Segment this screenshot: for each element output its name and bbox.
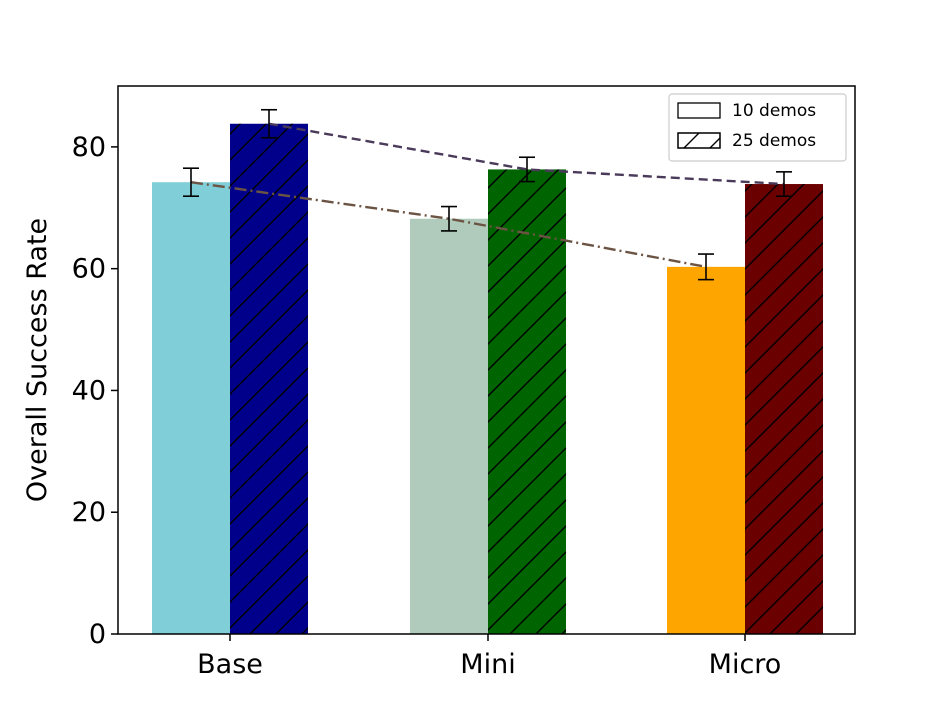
bar-hatch-micro xyxy=(745,184,823,634)
legend-swatch-hatch xyxy=(677,132,721,149)
plot-frame xyxy=(117,85,856,635)
bar-micro-10-demos xyxy=(667,266,745,634)
y-axis-label: Overall Success Rate xyxy=(22,218,53,502)
x-tick-label-micro: Micro xyxy=(709,649,782,680)
error-bar-mini-25-demos xyxy=(519,156,535,183)
trend-line-10-demos xyxy=(190,181,707,269)
bar-base-10-demos xyxy=(152,182,230,634)
bar-hatch-base xyxy=(230,123,308,635)
trend-lines-layer xyxy=(190,122,785,269)
legend: 10 demos 25 demos xyxy=(668,93,847,162)
error-bar-micro-10-demos xyxy=(698,253,714,281)
bars-layer xyxy=(152,123,823,635)
y-tick-label: 0 xyxy=(89,619,106,650)
legend-label-25-demos: 25 demos xyxy=(732,131,816,151)
x-tick-label-base: Base xyxy=(197,649,263,680)
error-bar-micro-25-demos xyxy=(776,171,792,198)
x-axis: Base Mini Micro xyxy=(197,634,781,680)
error-bar-base-10-demos xyxy=(183,167,199,198)
error-bar-base-25-demos xyxy=(261,108,277,139)
y-tick-label: 40 xyxy=(72,375,106,406)
y-tick-label: 80 xyxy=(72,132,106,163)
error-bars-layer xyxy=(183,108,792,281)
y-axis: 0 20 40 60 80 xyxy=(72,132,118,650)
bar-hatch-mini xyxy=(488,169,566,634)
legend-label-10-demos: 10 demos xyxy=(732,101,816,121)
error-bar-mini-10-demos xyxy=(441,205,457,232)
x-tick-label-mini: Mini xyxy=(460,649,515,680)
legend-swatch-10-demos xyxy=(677,102,721,119)
trend-line-25-demos xyxy=(268,122,785,186)
y-tick-label: 20 xyxy=(72,497,106,528)
bar-mini-10-demos xyxy=(410,218,488,634)
y-tick-label: 60 xyxy=(72,254,106,285)
